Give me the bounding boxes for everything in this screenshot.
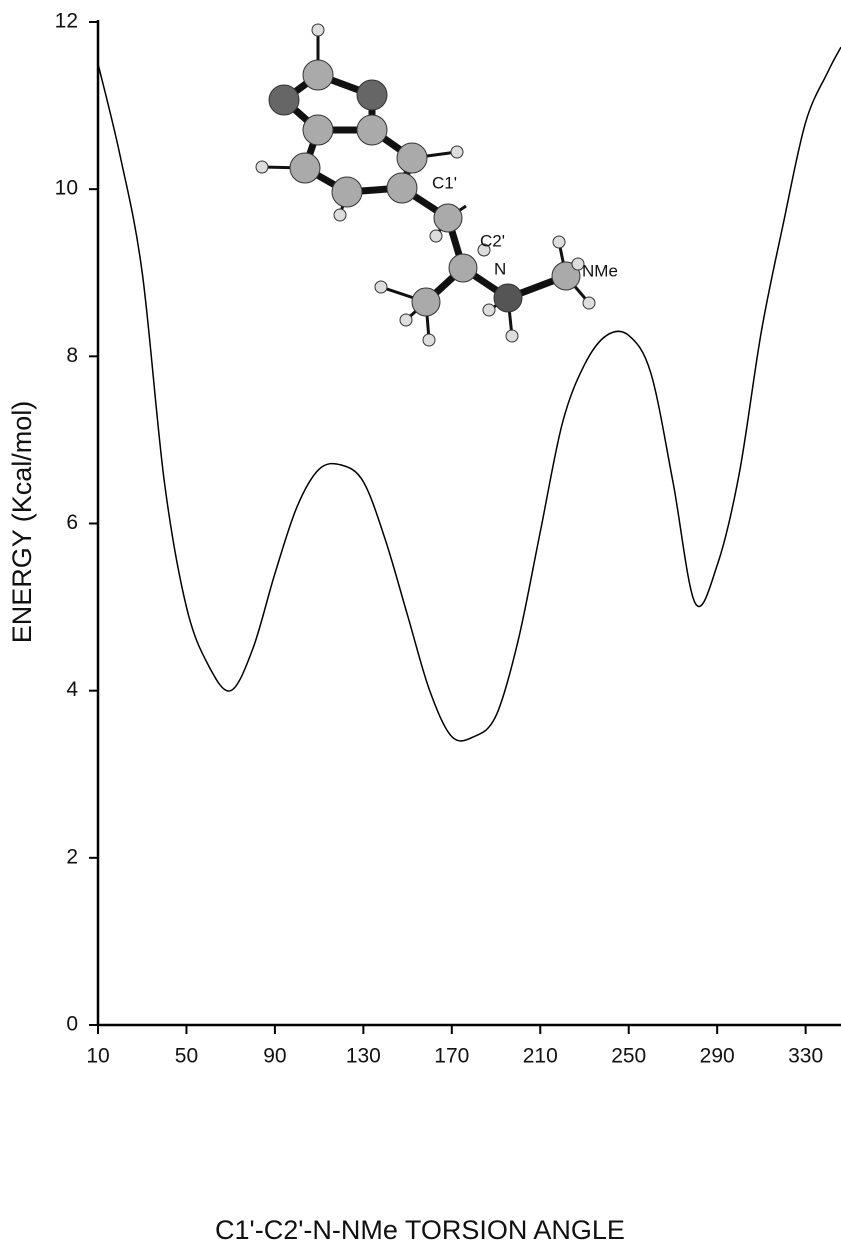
x-tick-label: 330 [788,1045,823,1068]
y-tick-label: 6 [66,511,78,534]
y-tick-label: 2 [66,845,78,868]
x-tick-label: 250 [611,1045,646,1068]
y-axis-label: ENERGY (Kcal/mol) [7,401,37,644]
x-tick-label: 210 [523,1045,558,1068]
x-axis-label: C1'-C2'-N-NMe TORSION ANGLE [215,1215,625,1245]
y-tick-label: 8 [66,344,78,367]
x-tick-label: 90 [263,1045,286,1068]
x-tick-label: 290 [700,1045,735,1068]
atom-label: C1' [432,173,457,192]
molecule [256,24,595,346]
atom-label: C2' [480,231,505,250]
atom-label: NMe [582,261,618,280]
x-tick-label: 130 [346,1045,381,1068]
y-tick-label: 10 [55,177,78,200]
x-tick-label: 50 [175,1045,198,1068]
atom-label: N [494,259,506,278]
y-tick-label: 0 [66,1013,78,1036]
x-tick-label: 170 [434,1045,469,1068]
y-tick-label: 12 [55,10,78,33]
y-tick-label: 4 [66,678,78,701]
x-tick-label: 10 [86,1045,109,1068]
chart: C1'-C2'-N-NMe TORSION ANGLE ENERGY (Kcal… [0,0,841,1253]
energy-curve [98,47,841,741]
